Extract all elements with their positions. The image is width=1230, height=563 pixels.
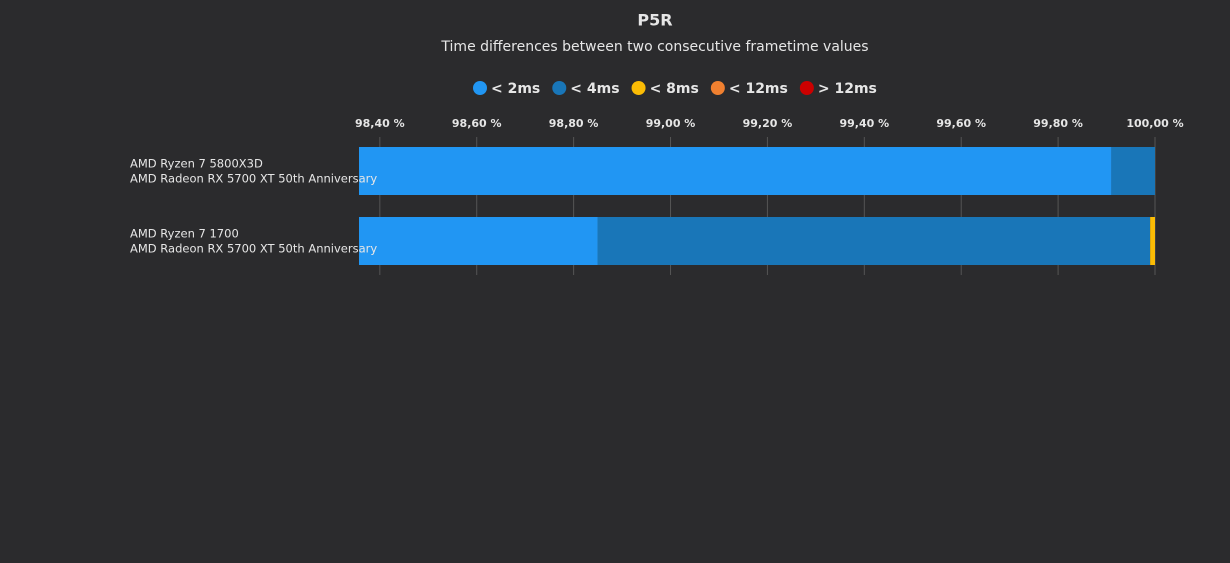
- bar-segment: [1111, 147, 1155, 195]
- legend-label: < 4ms: [570, 81, 619, 97]
- legend-label: < 2ms: [491, 81, 540, 97]
- x-tick-label: 99,20 %: [743, 117, 793, 130]
- legend-marker: [552, 81, 567, 95]
- legend-marker: [631, 81, 646, 95]
- chart-title: P5R: [637, 11, 672, 30]
- bars: [359, 147, 1155, 265]
- legend-marker: [710, 81, 725, 95]
- x-tick-label: 98,60 %: [452, 117, 502, 130]
- bar-segment: [1150, 217, 1155, 265]
- y-tick-label: AMD Radeon RX 5700 XT 50th Anniversary: [130, 242, 377, 256]
- x-tick-label: 99,00 %: [646, 117, 696, 130]
- legend-label: < 12ms: [729, 81, 788, 97]
- x-tick-label: 99,60 %: [936, 117, 986, 130]
- bar-segment: [597, 217, 1151, 265]
- x-tick-label: 99,80 %: [1033, 117, 1083, 130]
- legend-label: > 12ms: [818, 81, 877, 97]
- x-tick-label: 98,80 %: [549, 117, 599, 130]
- x-tick-label: 100,00 %: [1126, 117, 1183, 130]
- y-tick-label: AMD Radeon RX 5700 XT 50th Anniversary: [130, 172, 377, 186]
- chart-subtitle: Time differences between two consecutive…: [440, 39, 868, 55]
- legend-marker: [799, 81, 814, 95]
- y-tick-label: AMD Ryzen 7 1700: [130, 227, 239, 241]
- legend-marker: [473, 81, 487, 95]
- bar-segment: [359, 147, 1112, 195]
- bar-segment: [359, 217, 598, 265]
- x-tick-label: 99,40 %: [839, 117, 889, 130]
- x-tick-label: 98,40 %: [355, 117, 405, 130]
- legend-label: < 8ms: [650, 81, 699, 97]
- y-tick-label: AMD Ryzen 7 5800X3D: [130, 157, 263, 171]
